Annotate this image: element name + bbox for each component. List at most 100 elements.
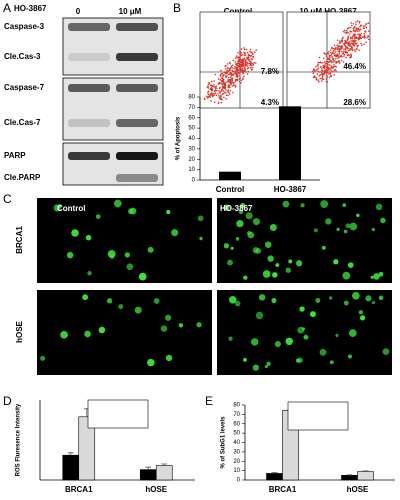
event (207, 90, 210, 93)
event (367, 22, 370, 25)
event (244, 62, 247, 65)
event (332, 47, 335, 50)
event (235, 74, 238, 77)
x-tick-label: BRCA1 (269, 485, 297, 494)
y-tick-label: 30 (233, 449, 240, 455)
event (337, 50, 339, 53)
event (253, 61, 256, 64)
event (207, 93, 210, 96)
event (243, 64, 245, 67)
event (228, 69, 230, 72)
y-tick-label: 60 (233, 421, 240, 427)
event (213, 80, 216, 82)
event (357, 33, 359, 36)
event (229, 62, 231, 65)
cell (252, 218, 260, 226)
event (348, 54, 350, 57)
event (331, 56, 333, 58)
event (334, 49, 336, 51)
event (350, 55, 352, 57)
bar (279, 106, 301, 180)
event (228, 67, 231, 70)
event (351, 42, 354, 45)
event (226, 80, 229, 83)
y-tick-label: 50 (188, 126, 195, 132)
event (348, 41, 351, 43)
cell (199, 236, 203, 241)
event (336, 47, 339, 49)
event (244, 54, 247, 56)
event (340, 50, 343, 53)
event (235, 66, 238, 68)
event (342, 61, 345, 63)
cell (255, 248, 262, 254)
event (248, 54, 251, 57)
cell (98, 326, 106, 334)
event (319, 66, 322, 68)
event (323, 65, 326, 67)
bar (62, 454, 80, 481)
event (350, 53, 352, 55)
event (328, 55, 331, 57)
event (224, 67, 227, 70)
cell (227, 259, 233, 266)
event (331, 71, 334, 73)
event (331, 52, 333, 55)
event (232, 84, 235, 87)
event (320, 69, 323, 71)
event (227, 73, 230, 75)
event (203, 97, 206, 100)
y-axis-label: ROS Fluresence Intensity (16, 403, 22, 476)
event (361, 44, 363, 47)
event (247, 70, 250, 73)
event (254, 62, 257, 64)
event (329, 49, 332, 51)
cell (60, 331, 68, 339)
event (330, 51, 332, 54)
micrograph (37, 198, 212, 283)
cell (118, 304, 124, 310)
cell (370, 275, 374, 279)
event (239, 72, 241, 75)
event (215, 89, 218, 92)
event (354, 36, 356, 38)
event (227, 67, 229, 70)
event (341, 47, 343, 49)
event (239, 70, 242, 72)
event (245, 71, 247, 73)
cell (230, 246, 234, 250)
event (224, 84, 227, 87)
event (346, 54, 349, 57)
event (348, 27, 350, 29)
flow-title: 10 μM HO-3867 (299, 7, 357, 16)
event (225, 64, 227, 67)
event (329, 60, 332, 63)
event (333, 74, 335, 76)
event (215, 94, 218, 97)
cell (250, 338, 259, 346)
event (350, 37, 352, 40)
cell (164, 314, 172, 321)
event (255, 49, 258, 51)
event (228, 93, 231, 95)
event (342, 30, 345, 33)
event (214, 73, 217, 76)
event (234, 61, 237, 63)
event (352, 42, 355, 44)
event (229, 76, 232, 79)
event (220, 90, 223, 92)
event (363, 32, 366, 35)
y-tick-label: 0 (237, 478, 241, 484)
event (346, 31, 348, 33)
event (213, 92, 215, 95)
event (344, 47, 347, 50)
cell (262, 270, 271, 278)
panel-label: E (205, 394, 213, 408)
event (221, 85, 224, 88)
event (317, 61, 320, 64)
event (343, 50, 345, 53)
event (222, 74, 224, 77)
event (328, 50, 330, 53)
cell (85, 234, 92, 241)
event (364, 25, 366, 27)
